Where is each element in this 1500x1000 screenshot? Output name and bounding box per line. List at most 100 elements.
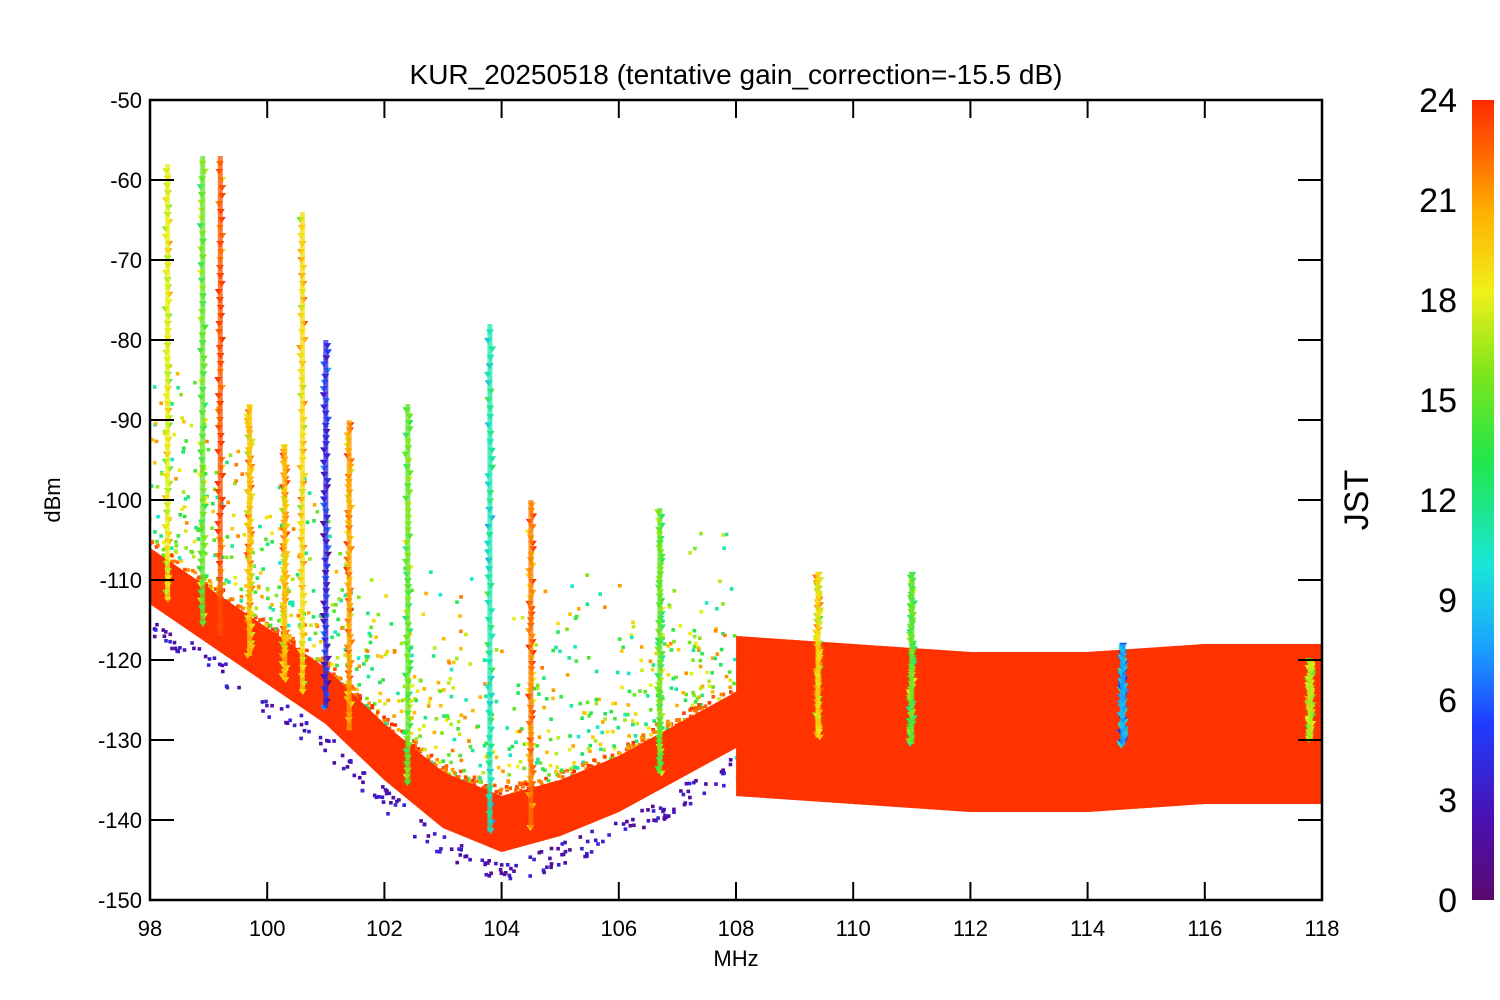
scatter-point [361,780,365,785]
scatter-point [587,656,591,660]
scatter-point [528,855,533,859]
scatter-point [722,771,726,775]
scatter-point [485,788,489,792]
scatter-point [677,720,682,725]
scatter-point [393,803,398,807]
scatter-point [170,559,175,564]
scatter-point [161,553,165,557]
scatter-point [502,872,507,877]
scatter-point [631,743,636,748]
scatter-point [209,581,213,586]
scatter-point [677,717,681,722]
scatter-point [450,767,455,772]
scatter-point [452,771,457,775]
scatter-point [704,601,709,605]
scatter-point [220,663,224,668]
scatter-point [459,844,464,848]
scatter-point [658,806,663,810]
scatter-point [704,782,708,786]
scatter-point [459,848,463,852]
scatter-point [516,683,521,688]
scatter-point [627,734,631,738]
scatter-point [646,819,651,823]
scatter-point [692,644,697,649]
scatter-point [230,597,235,602]
scatter-point [572,761,576,765]
scatter-point [626,742,630,746]
scatter-point [269,617,273,621]
scatter-point [510,744,515,749]
scatter-point [452,737,457,742]
scatter-point [518,760,523,764]
scatter-point [369,578,374,582]
scatter-point [471,778,475,783]
scatter-point [572,769,576,774]
scatter-point [654,651,658,656]
scatter-point [489,871,493,876]
scatter-point [715,652,720,656]
scatter-point [225,535,230,539]
scatter-point [596,842,600,846]
scatter-point [434,717,439,721]
scatter-point [170,457,174,462]
scatter-point [312,519,316,523]
scatter-point [210,526,214,530]
scatter-point [719,647,724,652]
scatter-point [286,623,291,628]
scatter-point [336,632,340,637]
scatter-point [733,657,737,662]
scatter-point [438,850,442,854]
scatter-point [508,876,513,881]
scatter-point [345,765,350,769]
scatter-point [439,847,443,851]
scatter-point [402,731,406,735]
scatter-point [444,718,449,723]
scatter-point [288,718,292,723]
scatter-point [545,697,549,701]
scatter-point [700,684,705,689]
scatter-point [565,768,569,773]
scatter-point [547,773,551,777]
scatter-point [418,748,423,752]
scatter-point [170,646,174,651]
scatter-point [150,484,154,488]
scatter-point [602,748,606,752]
scatter-point [571,744,575,748]
scatter-point [679,789,683,793]
scatter-point [253,590,258,594]
scatter-point [565,673,570,677]
scatter-point [153,461,157,465]
scatter-point [508,753,512,757]
scatter-point [442,714,446,718]
scatter-point [222,581,227,586]
scatter-point [507,772,512,777]
scatter-point [590,829,594,834]
scatter-point [192,646,196,651]
scatter-point [574,659,579,663]
scatter-point [691,648,696,652]
scatter-point [654,722,659,726]
scatter-point [714,627,718,631]
scatter-point [231,513,236,518]
scatter-point [206,663,211,667]
scatter-point [666,814,671,818]
scatter-point [242,533,247,537]
scatter-point [620,685,624,690]
scatter-point [156,514,160,519]
scatter-point [459,758,464,763]
scatter-point [186,495,191,499]
scatter-point [641,733,645,737]
scatter-point [577,607,581,611]
scatter-point [688,795,692,800]
scatter-point [179,559,184,563]
scatter-point [691,703,695,708]
scatter-point [184,546,188,550]
scatter-point [487,874,492,878]
scatter-point [563,849,568,854]
scatter-point [383,701,387,706]
scatter-point [595,725,600,729]
scatter-point [366,674,371,679]
scatter-point [377,795,381,799]
scatter-point [494,648,499,652]
scatter-point [654,818,658,823]
